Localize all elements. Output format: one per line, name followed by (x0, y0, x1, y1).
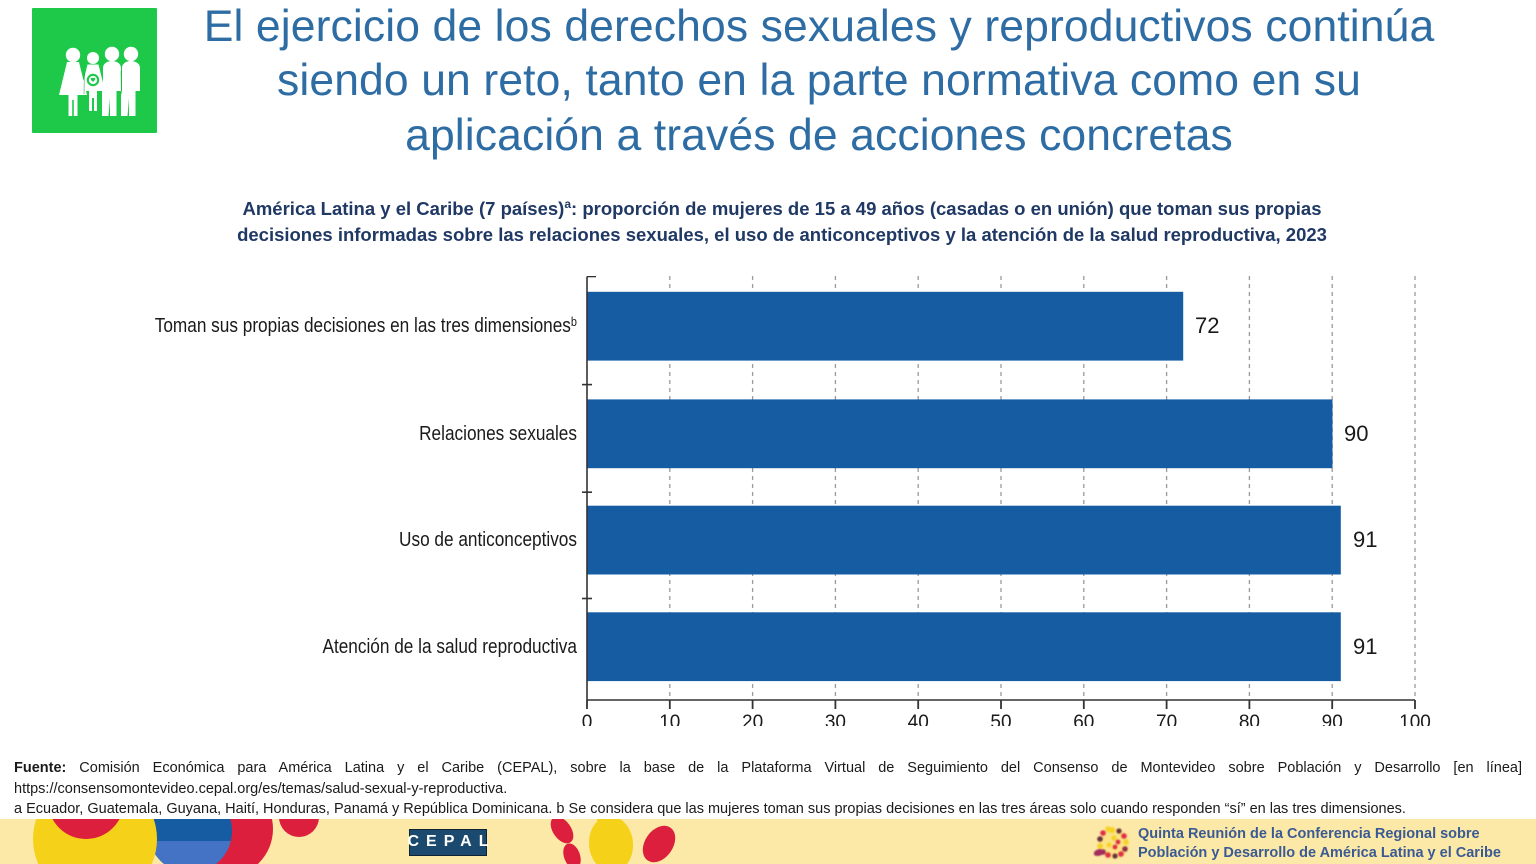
svg-text:70: 70 (1156, 712, 1177, 726)
svg-text:40: 40 (908, 712, 929, 726)
svg-text:90: 90 (1322, 712, 1343, 726)
svg-text:30: 30 (825, 712, 846, 726)
svg-text:Atención de la salud reproduct: Atención de la salud reproductiva (322, 636, 577, 659)
svg-text:91: 91 (1353, 634, 1377, 659)
svg-text:100: 100 (1399, 712, 1431, 726)
svg-text:80: 80 (1239, 712, 1260, 726)
svg-text:60: 60 (1073, 712, 1094, 726)
svg-text:90: 90 (1344, 421, 1368, 446)
svg-text:Uso de anticonceptivos: Uso de anticonceptivos (399, 529, 577, 552)
svg-text:72: 72 (1195, 313, 1219, 338)
svg-text:50: 50 (990, 712, 1011, 726)
svg-text:Toman sus propias decisiones e: Toman sus propias decisiones en las tres… (155, 314, 578, 337)
svg-text:91: 91 (1353, 527, 1377, 552)
svg-text:Relaciones sexuales: Relaciones sexuales (419, 423, 577, 446)
svg-text:0: 0 (582, 712, 593, 726)
svg-text:20: 20 (742, 712, 763, 726)
svg-text:10: 10 (659, 712, 680, 726)
